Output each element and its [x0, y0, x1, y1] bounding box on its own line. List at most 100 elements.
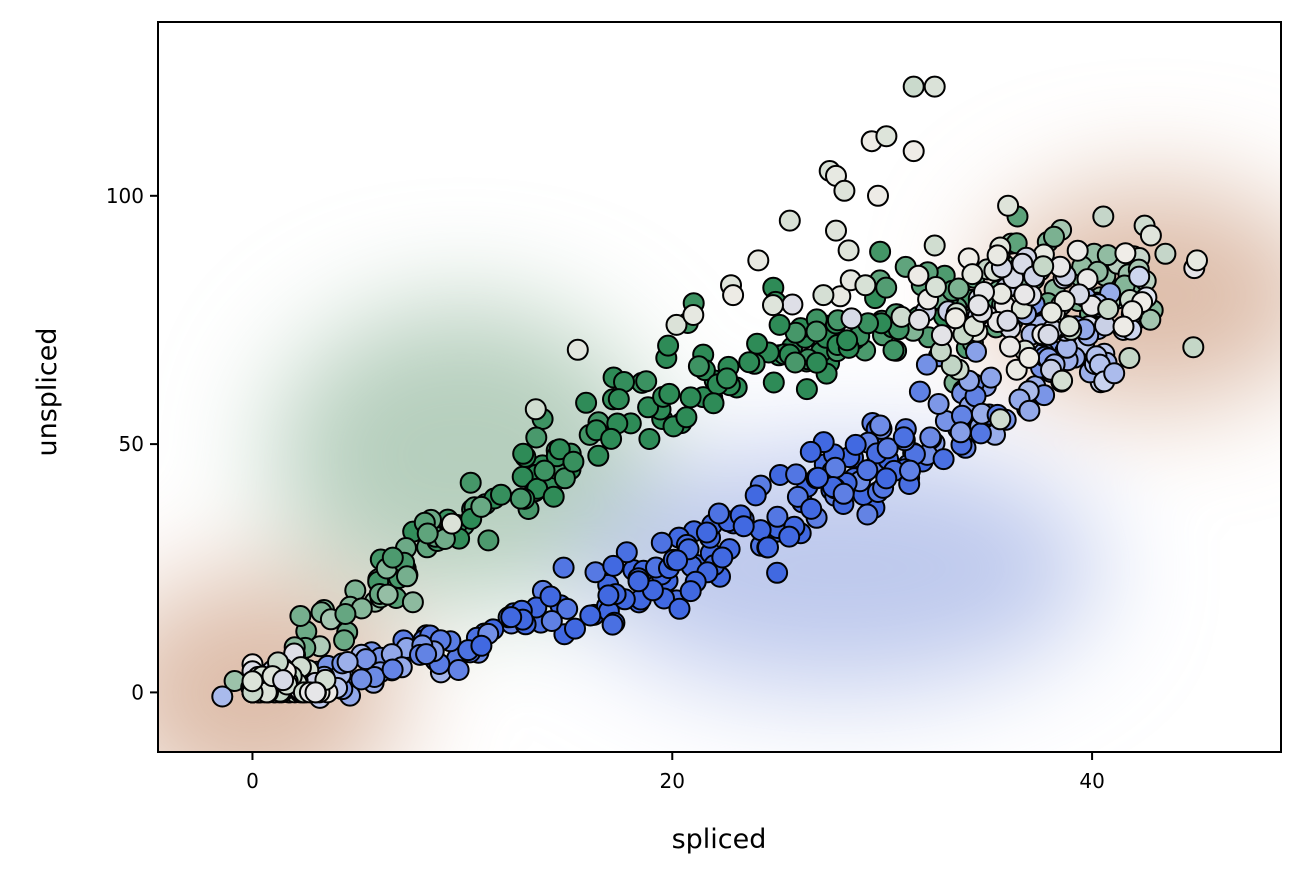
lower-point	[336, 651, 359, 673]
x-tick-label: 40	[1079, 769, 1104, 793]
outlier-point	[524, 398, 547, 421]
upper-point	[675, 406, 698, 429]
upper-point	[658, 382, 681, 405]
high-cluster-point	[930, 324, 953, 347]
lower-point	[597, 584, 620, 607]
upper-point	[575, 391, 598, 414]
lower-point	[1103, 362, 1126, 385]
lower-point	[856, 459, 879, 482]
upper-point	[334, 603, 357, 625]
upper-point	[525, 426, 548, 449]
outlier-point	[854, 274, 877, 297]
upper-point	[490, 483, 512, 506]
high-cluster-point	[1182, 336, 1205, 359]
high-cluster-point	[840, 307, 863, 330]
lower-point	[927, 393, 950, 415]
lower-point	[415, 643, 438, 666]
lower-point	[757, 536, 779, 559]
upper-point	[509, 487, 532, 510]
upper-point	[875, 276, 898, 299]
upper-point	[587, 444, 610, 467]
origin-cluster-point	[304, 681, 327, 704]
lower-point	[766, 505, 789, 528]
high-cluster-point	[1013, 283, 1036, 306]
upper-point	[768, 313, 791, 336]
outlier-point	[997, 194, 1020, 217]
outlier-point	[986, 244, 1009, 267]
upper-point	[784, 351, 807, 374]
lower-point	[844, 433, 867, 456]
upper-point	[869, 240, 892, 263]
upper-point	[562, 450, 585, 473]
outlier-point	[747, 249, 770, 272]
lower-point	[1128, 265, 1151, 288]
lower-point	[876, 437, 899, 460]
outlier-point	[778, 209, 801, 232]
upper-point	[600, 427, 623, 450]
outlier-point	[1186, 249, 1208, 272]
outlier-point	[812, 284, 835, 307]
upper-point	[512, 442, 535, 465]
y-tick-label: 100	[106, 184, 144, 208]
lower-point	[908, 380, 931, 403]
lower-point	[1018, 399, 1041, 422]
upper-point	[416, 522, 439, 545]
outlier-point	[682, 304, 705, 326]
upper-point	[477, 529, 500, 552]
lower-point	[732, 515, 755, 538]
upper-point	[638, 428, 661, 450]
lower-point	[602, 554, 625, 577]
outlier-point	[837, 239, 860, 262]
upper-point	[836, 329, 859, 352]
upper-point	[533, 459, 556, 482]
lower-point	[778, 525, 801, 548]
upper-point	[376, 583, 399, 606]
high-cluster-point	[1051, 369, 1074, 392]
lower-point	[500, 606, 523, 629]
x-axis-label: spliced	[672, 824, 767, 855]
high-cluster-point	[944, 307, 967, 330]
lower-point	[556, 597, 579, 620]
lower-point	[856, 503, 879, 526]
high-cluster-point	[989, 408, 1012, 431]
y-axis-ticks: 0 50 100	[106, 184, 158, 704]
outlier-point	[440, 512, 463, 535]
outlier-point	[923, 75, 946, 98]
x-axis-ticks: 0 20 40	[246, 752, 1105, 793]
lower-point	[744, 484, 767, 507]
high-cluster-point	[1040, 301, 1063, 324]
high-cluster-point	[1118, 347, 1141, 369]
upper-point	[401, 591, 424, 614]
upper-point	[657, 334, 680, 357]
high-cluster-point	[996, 309, 1019, 332]
upper-point	[805, 351, 828, 374]
high-cluster-point	[967, 294, 990, 317]
outlier-point	[762, 294, 784, 317]
lower-point	[552, 556, 575, 579]
upper-point	[1092, 205, 1115, 228]
lower-point	[915, 353, 938, 376]
upper-point	[1154, 242, 1177, 265]
outlier-point	[902, 140, 925, 163]
scatter-points	[211, 75, 1208, 709]
high-cluster-point	[1032, 255, 1055, 278]
upper-branch-density	[272, 304, 653, 605]
outlier-point	[1139, 224, 1162, 247]
lower-point	[679, 580, 702, 603]
high-cluster-point	[890, 305, 913, 328]
outlier-point	[722, 284, 745, 307]
lower-point	[980, 366, 1002, 389]
high-cluster-point	[1114, 242, 1137, 265]
lower-point	[540, 610, 563, 632]
lower-point	[707, 502, 730, 525]
outlier-point	[566, 338, 589, 361]
lower-point	[969, 422, 992, 445]
high-cluster-point	[924, 276, 947, 298]
lower-point	[470, 634, 493, 657]
lower-point	[211, 685, 234, 708]
upper-point	[459, 471, 482, 494]
lower-point	[766, 561, 789, 584]
high-cluster-point	[907, 264, 930, 287]
upper-point	[607, 388, 630, 411]
